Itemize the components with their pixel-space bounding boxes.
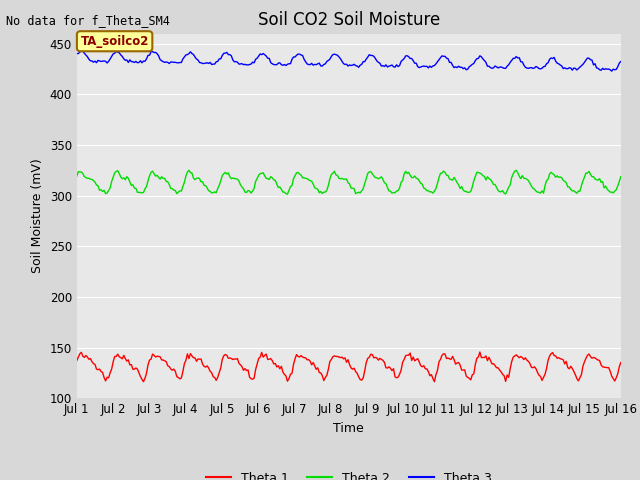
Theta 1 bbox=[431, 379, 438, 384]
Theta 1 bbox=[589, 355, 597, 360]
Theta 2 bbox=[255, 172, 262, 178]
Text: TA_soilco2: TA_soilco2 bbox=[81, 35, 149, 48]
Theta 3 bbox=[73, 51, 81, 57]
Theta 3 bbox=[588, 57, 596, 63]
Theta 2 bbox=[264, 176, 271, 181]
Legend: Theta 1, Theta 2, Theta 3: Theta 1, Theta 2, Theta 3 bbox=[201, 467, 497, 480]
Theta 1 bbox=[311, 363, 319, 369]
Theta 3 bbox=[264, 55, 271, 61]
Theta 3 bbox=[617, 59, 625, 64]
Theta 1 bbox=[73, 358, 81, 363]
Theta 2 bbox=[73, 173, 81, 179]
Theta 1 bbox=[476, 349, 484, 355]
Theta 1 bbox=[235, 360, 243, 366]
Theta 3 bbox=[141, 59, 149, 64]
Line: Theta 1: Theta 1 bbox=[77, 352, 621, 382]
Theta 3 bbox=[77, 48, 85, 53]
Theta 2 bbox=[185, 168, 193, 173]
Theta 1 bbox=[253, 361, 261, 367]
Theta 1 bbox=[617, 360, 625, 365]
Theta 1 bbox=[140, 379, 147, 384]
Theta 3 bbox=[237, 61, 244, 67]
Theta 2 bbox=[617, 174, 625, 180]
X-axis label: Time: Time bbox=[333, 422, 364, 435]
Text: No data for f_Theta_SM4: No data for f_Theta_SM4 bbox=[6, 14, 170, 27]
Theta 3 bbox=[312, 62, 320, 68]
Theta 2 bbox=[237, 182, 244, 188]
Theta 1 bbox=[262, 351, 270, 357]
Theta 3 bbox=[608, 68, 616, 74]
Line: Theta 3: Theta 3 bbox=[77, 50, 621, 71]
Theta 2 bbox=[589, 174, 597, 180]
Theta 2 bbox=[314, 186, 321, 192]
Title: Soil CO2 Soil Moisture: Soil CO2 Soil Moisture bbox=[258, 11, 440, 29]
Theta 2 bbox=[284, 192, 291, 197]
Line: Theta 2: Theta 2 bbox=[77, 170, 621, 194]
Theta 3 bbox=[255, 53, 262, 59]
Theta 2 bbox=[140, 190, 147, 195]
Y-axis label: Soil Moisture (mV): Soil Moisture (mV) bbox=[31, 158, 44, 274]
